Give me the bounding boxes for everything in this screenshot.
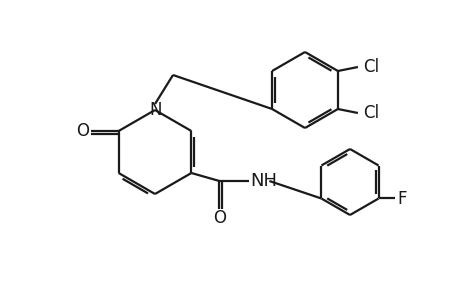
Text: NH: NH bbox=[249, 172, 276, 190]
Text: O: O bbox=[76, 122, 89, 140]
Text: Cl: Cl bbox=[362, 104, 378, 122]
Text: O: O bbox=[213, 209, 225, 227]
Text: F: F bbox=[397, 190, 406, 208]
Text: Cl: Cl bbox=[362, 58, 378, 76]
Text: N: N bbox=[150, 101, 162, 119]
